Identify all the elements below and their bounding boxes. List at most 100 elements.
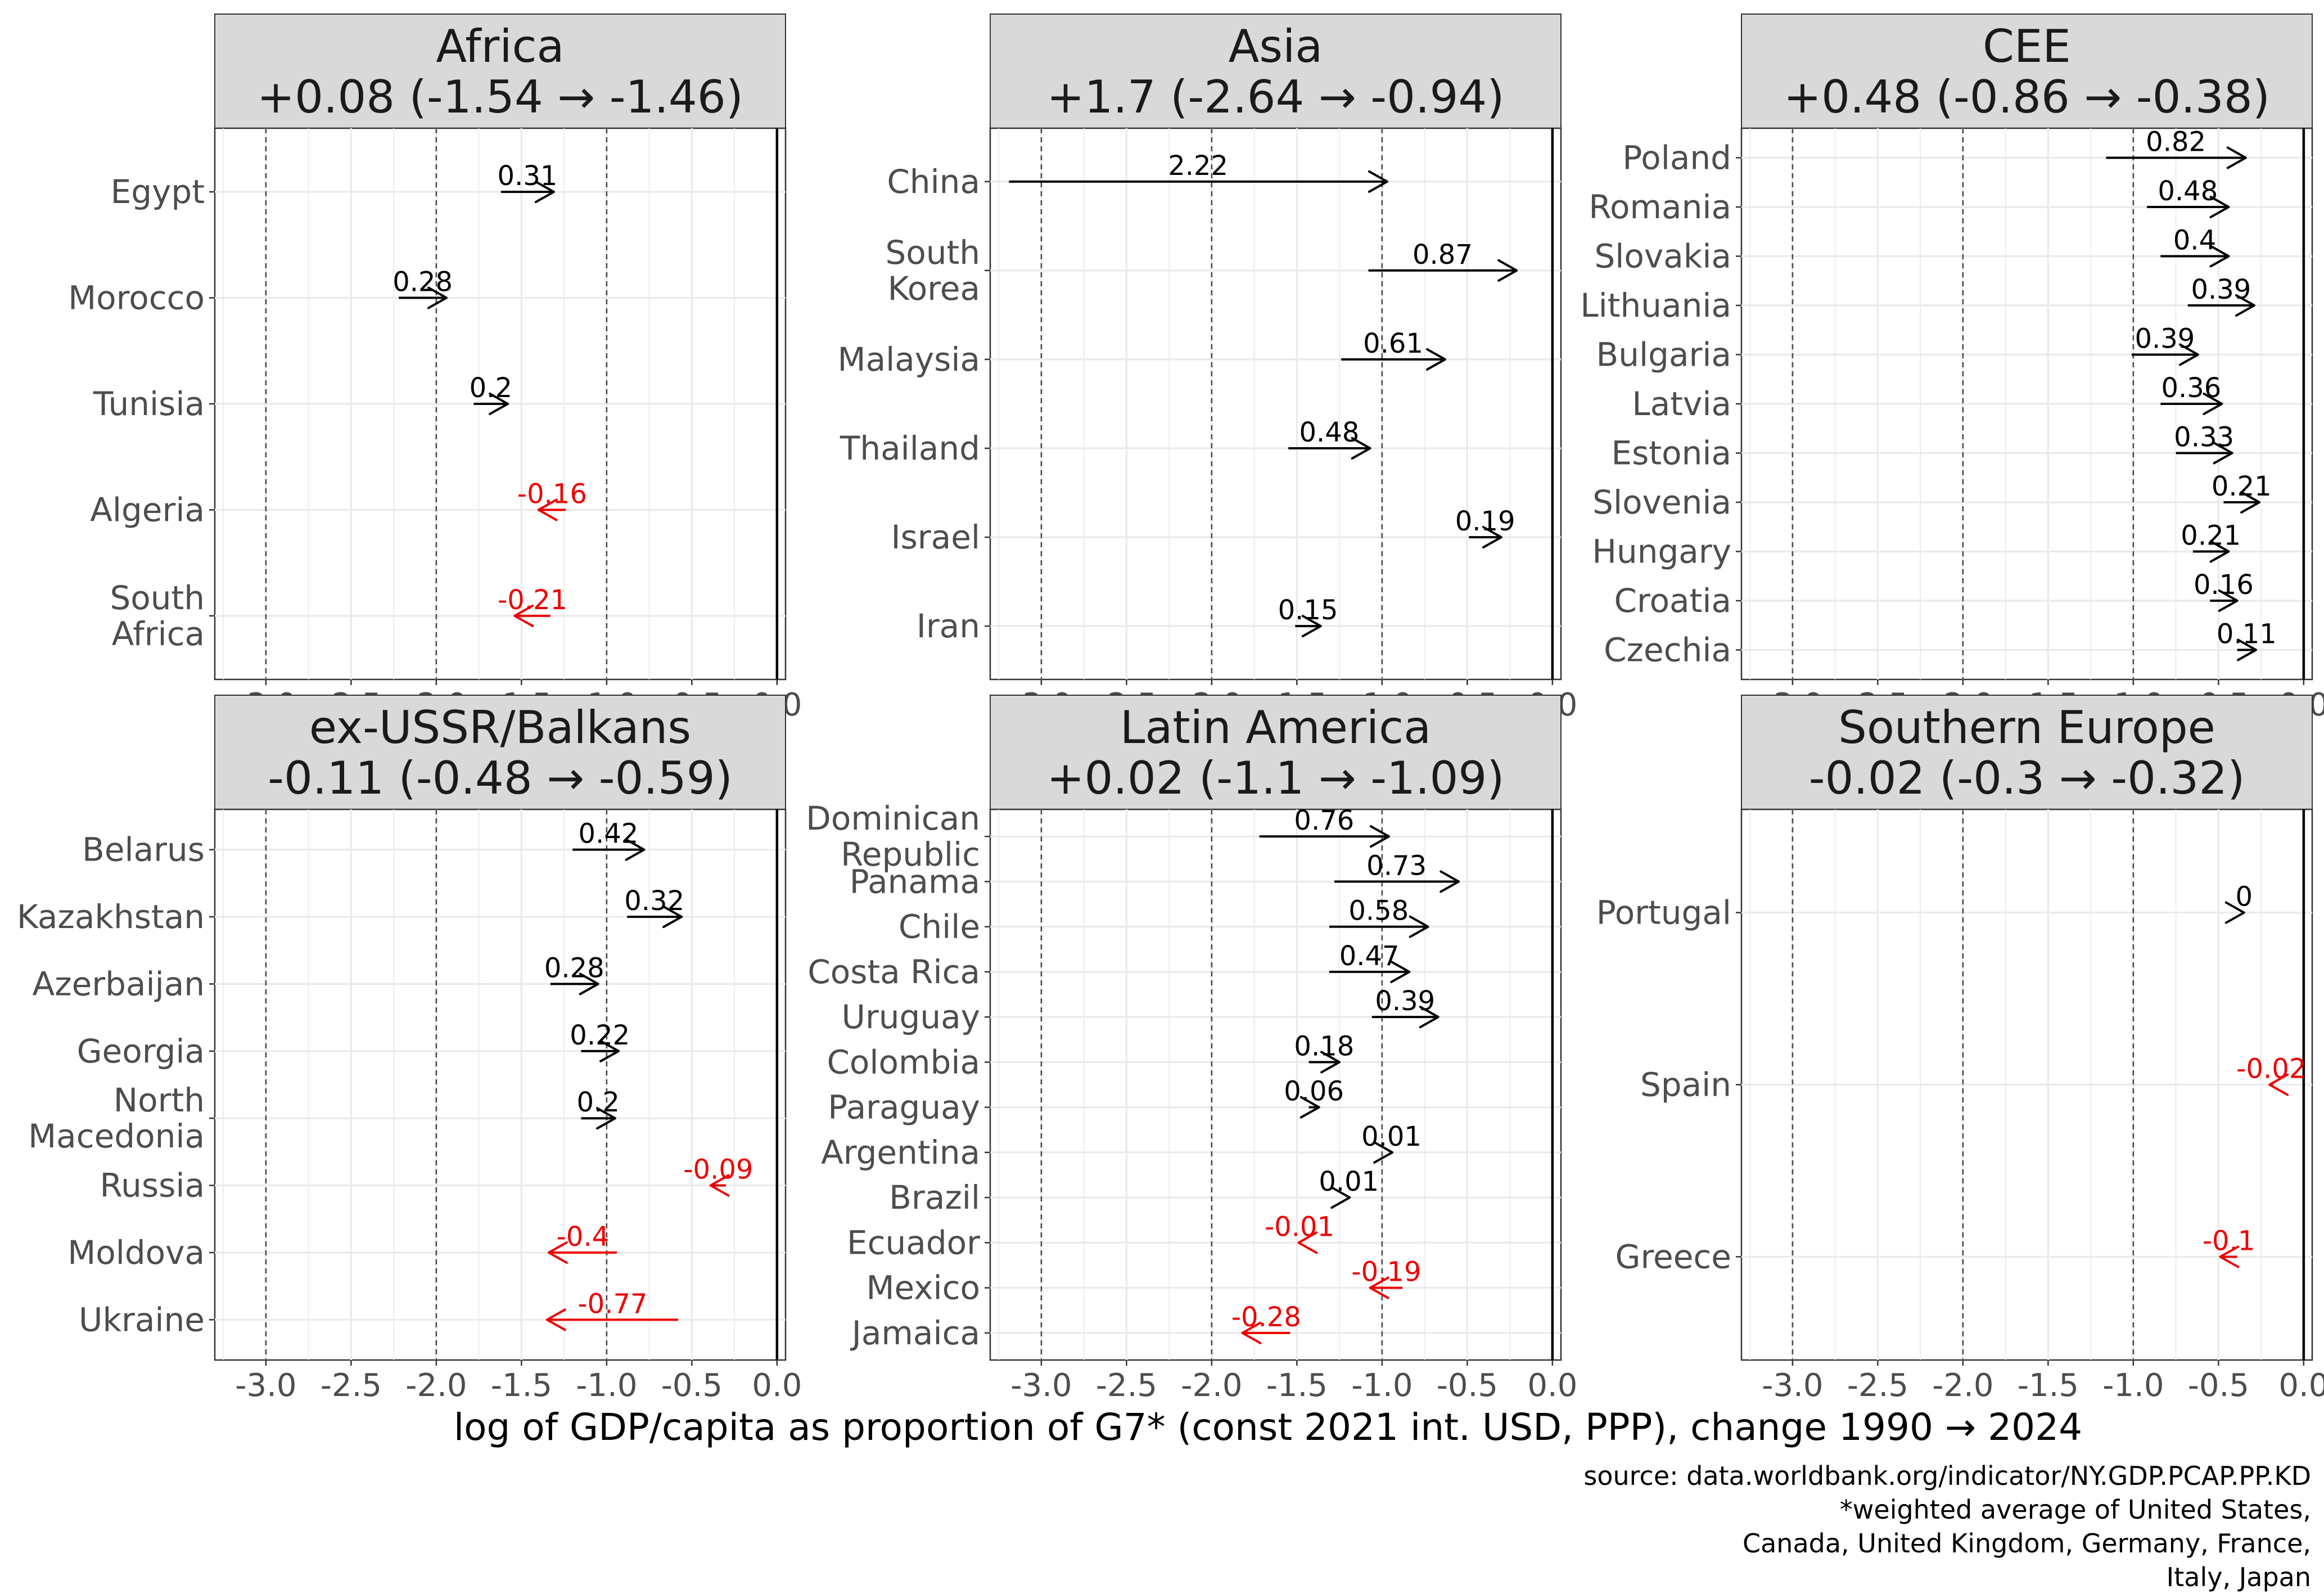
arrow-head: [1369, 1276, 1389, 1299]
facet-title: Africa: [436, 20, 564, 73]
facet-panel: CEE+0.48 (-0.86 → -0.38) 0.82 Poland 0.48 Ro…: [1580, 13, 2324, 723]
country-arrow: 0.32: [624, 885, 684, 929]
change-label: 0.16: [2194, 569, 2254, 601]
country-arrow: 0.18: [1294, 1030, 1354, 1074]
x-tick-label: -1.5: [491, 1367, 552, 1404]
country-name: Greece: [1615, 1237, 1731, 1276]
country-arrow: 0.11: [2217, 619, 2277, 661]
country-name: Chile: [899, 908, 980, 946]
x-tick-label: -2.0: [1932, 1367, 1993, 1404]
x-tick-label: -3.0: [1010, 1367, 1072, 1404]
change-label: 0.01: [1319, 1166, 1379, 1197]
country-arrow: 0: [2224, 881, 2253, 924]
arrow-head: [1301, 615, 1322, 638]
country-arrow: 0.76: [1259, 805, 1390, 848]
caption-line: source: data.worldbank.org/indicator/NY.…: [1583, 1461, 2311, 1491]
country-name: Czechia: [1604, 631, 1731, 669]
country-arrow: -0.77: [545, 1288, 679, 1331]
x-tick-label: -1.0: [1351, 1367, 1413, 1404]
x-tick-label: 0.0: [2278, 1367, 2324, 1404]
plot-area: [989, 127, 1562, 681]
change-label: 0.18: [1294, 1030, 1354, 1062]
arrow-head: [547, 1241, 568, 1264]
x-tick-label: -0.5: [2188, 1367, 2249, 1404]
facet-title: CEE: [1983, 20, 2071, 73]
facet-summary: -0.02 (-0.3 → -0.32): [1809, 752, 2245, 804]
country-name: Ecuador: [847, 1223, 980, 1262]
facet-panel: ex-USSR/Balkans-0.11 (-0.48 → -0.59) 0.42…: [17, 695, 802, 1404]
country-arrow: 0.16: [2194, 569, 2254, 612]
change-label: -0.1: [2203, 1225, 2255, 1257]
country-arrow: 0.2: [470, 372, 512, 415]
change-label: 0.58: [1348, 895, 1409, 927]
x-tick-label: -2.5: [1096, 1367, 1157, 1404]
x-tick-label: -2.5: [1847, 1367, 1908, 1404]
facet-strip: [1741, 695, 2313, 810]
arrow-head: [1497, 259, 1518, 282]
change-label: 0.11: [2217, 619, 2277, 650]
change-label: 0.48: [1299, 417, 1360, 448]
country-name: Bulgaria: [1596, 336, 1731, 374]
facet-title: ex-USSR/Balkans: [309, 701, 691, 754]
facet-strip: [1741, 13, 2313, 129]
caption-line: Italy, Japan: [2167, 1562, 2311, 1592]
change-label: -0.01: [1265, 1211, 1334, 1242]
arrow-head: [489, 393, 509, 415]
arrow-head: [2235, 294, 2255, 317]
arrow-head: [2209, 245, 2230, 268]
country-arrow: 0.33: [2174, 422, 2234, 465]
country-name: Panama: [850, 862, 980, 900]
country-arrow: 0.42: [572, 818, 646, 861]
arrow-head: [2268, 1073, 2289, 1096]
arrow-head: [1299, 1096, 1320, 1119]
arrow-head: [709, 1174, 730, 1197]
arrow-head: [1425, 348, 1446, 371]
facet-summary: -0.11 (-0.48 → -0.59): [268, 752, 733, 804]
arrow-head: [599, 1039, 620, 1062]
change-label: 0.28: [544, 952, 604, 984]
country-arrow: 0.28: [544, 952, 604, 996]
country-arrow: -0.21: [498, 584, 567, 627]
change-label: -0.28: [1231, 1302, 1301, 1333]
facet-strip: [990, 13, 1562, 129]
x-tick-label: -0.5: [1437, 1367, 1498, 1404]
arrow-head: [596, 1107, 617, 1130]
x-axis-title: log of GDP/capita as proportion of G7* (…: [454, 1406, 2082, 1449]
country-name: Dominican Republic: [806, 799, 980, 873]
change-label: 2.22: [1168, 150, 1228, 182]
country-name: Malaysia: [838, 340, 980, 379]
x-tick-label: -3.0: [235, 1367, 296, 1404]
arrow-head: [1419, 1006, 1439, 1029]
country-name: Georgia: [77, 1032, 205, 1070]
facet-summary: +0.48 (-0.86 → -0.38): [1784, 71, 2270, 123]
country-name: Iran: [917, 607, 980, 645]
arrow-head: [513, 604, 534, 627]
country-arrow: 0.21: [2181, 520, 2241, 563]
arrow-head: [1351, 437, 1371, 460]
country-arrow: -0.19: [1351, 1257, 1422, 1299]
change-label: 0.36: [2161, 372, 2221, 404]
arrow-head: [662, 906, 683, 929]
country-arrow: 0.15: [1278, 595, 1338, 638]
country-arrow: 0.87: [1368, 239, 1518, 282]
arrow-head: [1373, 1141, 1394, 1164]
x-tick-label: -3.0: [1762, 1367, 1823, 1404]
country-name: Spain: [1640, 1066, 1731, 1104]
change-label: -0.77: [577, 1288, 647, 1320]
country-arrow: 0.28: [392, 267, 453, 309]
arrow-head: [1482, 526, 1502, 549]
plot-area: [989, 808, 1562, 1361]
country-arrow: -0.09: [683, 1154, 753, 1197]
arrow-head: [2226, 146, 2247, 169]
x-tick-label: -1.5: [1266, 1367, 1328, 1404]
x-tick-label: -1.0: [576, 1367, 637, 1404]
facet-strip: [214, 695, 786, 810]
arrow-head: [2237, 638, 2258, 661]
facet-strip: [214, 13, 786, 129]
change-label: 0.31: [498, 160, 558, 192]
country-name: Colombia: [827, 1043, 980, 1081]
change-label: 0.48: [2158, 175, 2218, 207]
change-label: -0.16: [517, 478, 587, 510]
facet-title: Southern Europe: [1838, 701, 2215, 754]
